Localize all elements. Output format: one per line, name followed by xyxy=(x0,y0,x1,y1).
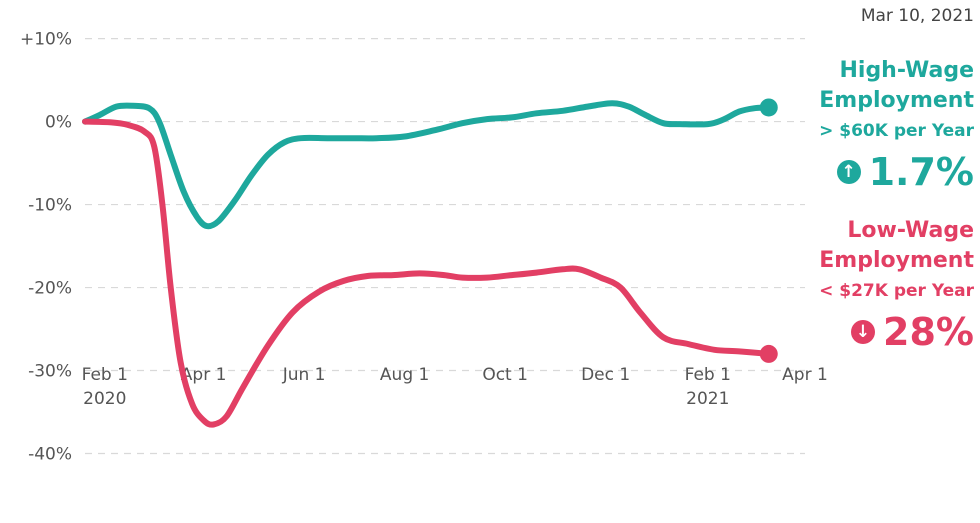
low-wage-summary: Low-Wage Employment < $27K per Year ↓ 28… xyxy=(819,216,974,354)
high-wage-change: ↑ 1.7% xyxy=(819,150,974,194)
x-tick-label: Aug 1 xyxy=(380,365,429,385)
low-wage-end-point xyxy=(759,344,778,363)
y-tick-label: -40% xyxy=(28,445,72,465)
series-lines xyxy=(82,98,778,428)
x-tick-year-label: 2021 xyxy=(686,389,729,409)
x-tick-label: Oct 1 xyxy=(482,365,528,385)
low-wage-line xyxy=(82,118,772,428)
arrow-down-circle-icon: ↓ xyxy=(851,320,876,344)
low-wage-change: ↓ 28% xyxy=(819,310,974,354)
y-tick-label: -20% xyxy=(28,279,72,299)
high-wage-end-point xyxy=(759,98,778,117)
arrow-up-circle-icon: ↑ xyxy=(836,160,861,184)
y-axis: +10% 0% -10% -20% -30% -40% xyxy=(20,30,72,465)
high-wage-title-line2: Employment xyxy=(819,88,974,113)
x-axis: Feb 1 2020 Apr 1 Jun 1 Aug 1 Oct 1 Dec 1 Feb 1 2… xyxy=(82,365,828,409)
x-tick-year-label: 2020 xyxy=(83,389,126,409)
x-tick-label: Jun 1 xyxy=(282,365,326,385)
x-tick-label: Feb 1 xyxy=(685,365,731,385)
low-wage-subtitle: < $27K per Year xyxy=(819,281,974,301)
date-label: Mar 10, 2021 xyxy=(860,6,974,26)
x-tick-label: Dec 1 xyxy=(581,365,630,385)
x-tick-label: Apr 1 xyxy=(782,365,828,385)
y-tick-label: 0% xyxy=(45,113,72,133)
y-tick-label: +10% xyxy=(20,30,72,50)
low-wage-title-line2: Employment xyxy=(819,248,974,273)
high-wage-summary: High-Wage Employment > $60K per Year ↑ 1… xyxy=(819,56,974,194)
x-tick-label: Apr 1 xyxy=(181,365,227,385)
low-wage-title-line1: Low-Wage xyxy=(847,218,974,243)
high-wage-change-value: 1.7% xyxy=(868,150,974,194)
y-tick-label: -10% xyxy=(28,196,72,216)
high-wage-title-line1: High-Wage xyxy=(839,58,974,83)
x-tick-label: Feb 1 xyxy=(82,365,128,385)
high-wage-line xyxy=(82,100,772,230)
y-tick-label: -30% xyxy=(28,362,72,382)
low-wage-change-value: 28% xyxy=(883,310,974,354)
high-wage-subtitle: > $60K per Year xyxy=(819,121,974,141)
